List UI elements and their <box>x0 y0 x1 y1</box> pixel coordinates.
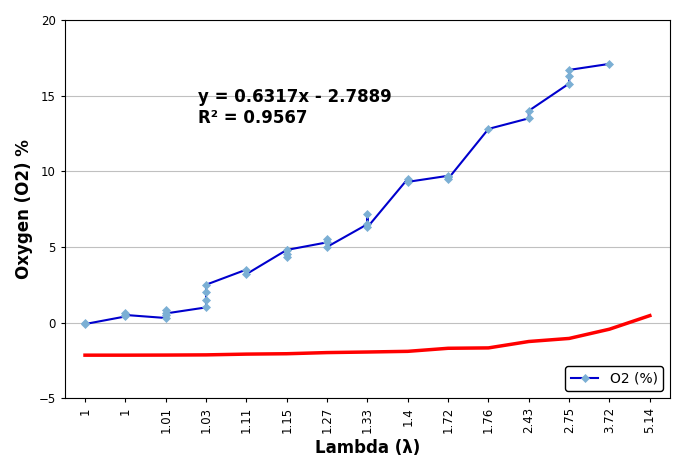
O2 (%) <box>121 314 129 320</box>
Legend: O2 (%): O2 (%) <box>565 366 663 391</box>
O2 (%) <box>162 311 170 316</box>
Text: y = 0.6317x - 2.7889
R² = 0.9567: y = 0.6317x - 2.7889 R² = 0.9567 <box>198 88 392 127</box>
O2 (%) <box>242 271 251 277</box>
O2 (%) <box>363 211 371 217</box>
O2 (%) <box>242 267 251 272</box>
O2 (%) <box>565 73 573 79</box>
O2 (%) <box>162 308 170 313</box>
O2 (%) <box>323 239 331 245</box>
O2 (%) <box>565 67 573 73</box>
O2 (%) <box>283 247 291 253</box>
X-axis label: Lambda (λ): Lambda (λ) <box>315 439 420 457</box>
Y-axis label: Oxygen (O2) %: Oxygen (O2) % <box>15 139 33 279</box>
O2 (%) <box>606 61 614 67</box>
O2 (%) <box>484 126 493 132</box>
O2 (%) <box>525 116 533 121</box>
O2 (%) <box>363 221 371 227</box>
O2 (%) <box>283 252 291 257</box>
O2 (%) <box>525 108 533 114</box>
O2 (%) <box>202 282 210 287</box>
O2 (%) <box>283 247 291 253</box>
O2 (%) <box>81 321 89 327</box>
Line: O2 (%): O2 (%) <box>82 61 612 327</box>
O2 (%) <box>202 297 210 303</box>
O2 (%) <box>81 320 89 325</box>
O2 (%) <box>121 312 129 318</box>
O2 (%) <box>323 236 331 242</box>
O2 (%) <box>363 224 371 230</box>
O2 (%) <box>283 255 291 261</box>
O2 (%) <box>444 173 452 178</box>
O2 (%) <box>323 244 331 250</box>
O2 (%) <box>121 311 129 316</box>
O2 (%) <box>403 176 412 182</box>
O2 (%) <box>162 312 170 318</box>
O2 (%) <box>444 175 452 180</box>
O2 (%) <box>202 304 210 310</box>
O2 (%) <box>565 81 573 86</box>
O2 (%) <box>162 315 170 321</box>
O2 (%) <box>202 289 210 295</box>
O2 (%) <box>444 176 452 182</box>
O2 (%) <box>403 179 412 185</box>
